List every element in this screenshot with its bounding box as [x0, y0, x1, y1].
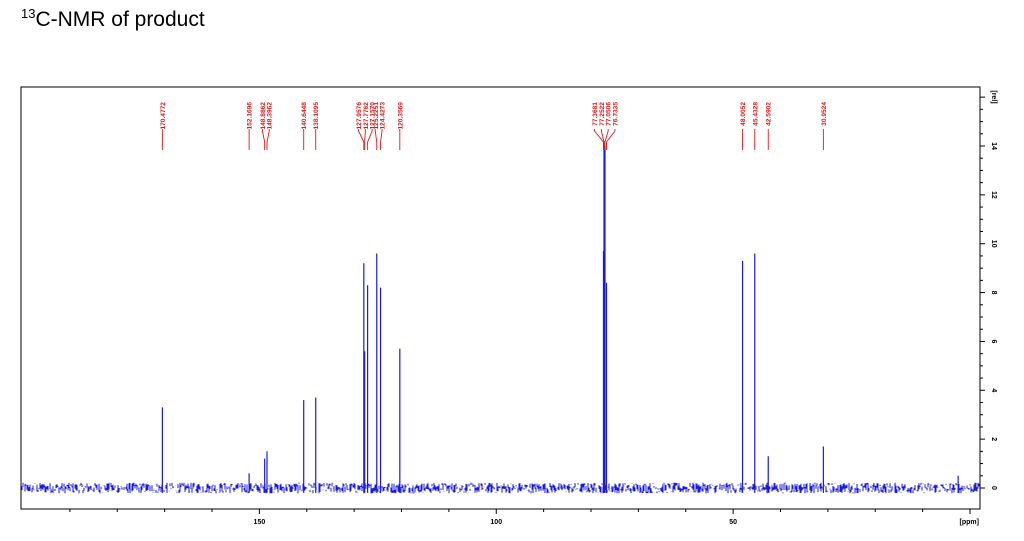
y-tick-label: 2 — [990, 437, 997, 441]
x-axis-label: [ppm] — [960, 519, 979, 526]
y-axis: 0 2 4 6 8 10 12 14 [rel] — [980, 90, 997, 490]
peak-leader-line — [374, 129, 378, 150]
peak-label: 76.7335 — [612, 102, 619, 126]
title-text: C-NMR of product — [35, 8, 205, 31]
y-tick-label: 10 — [990, 240, 997, 248]
peak-leader-line — [261, 129, 266, 150]
peak-leader-line — [604, 129, 609, 150]
peak-leader-line — [380, 129, 383, 150]
peak-label: 170.4772 — [160, 102, 167, 130]
peak-leader-line — [594, 129, 604, 150]
plot-frame — [20, 86, 981, 510]
peak-label: 45.4328 — [752, 102, 759, 126]
peak-label: 77.0506 — [606, 102, 613, 126]
peak-label: 77.3681 — [592, 102, 599, 126]
peak-label: 77.2522 — [599, 102, 606, 126]
peak-label: 138.1095 — [313, 102, 320, 130]
peak-label-layer: 170.4772 152.1696 148.8862 148.3962 140.6448… — [160, 102, 828, 150]
peak-leader-line — [367, 129, 373, 150]
peak-label: 120.3569 — [397, 102, 404, 130]
peak-label: 48.0052 — [740, 102, 747, 126]
baseline-noise — [21, 482, 980, 494]
peak-label: 127.9576 — [356, 102, 363, 130]
peak-layer — [161, 143, 959, 493]
x-tick-label: 100 — [490, 519, 502, 526]
peak-leader-line — [606, 129, 616, 150]
peak-label: 30.9524 — [821, 102, 828, 126]
peak-label: 124.4273 — [380, 102, 387, 130]
peak-label: 152.1696 — [247, 102, 254, 130]
peak-leader-line — [266, 129, 270, 150]
peak-label: 127.1570 — [370, 102, 377, 130]
x-tick-label: 50 — [729, 519, 737, 526]
peak-label: 140.6448 — [301, 102, 308, 130]
chart-title: 13C-NMR of product — [21, 6, 205, 32]
peak-label: 148.8862 — [260, 102, 267, 130]
title-superscript: 13 — [21, 6, 36, 21]
peak-label: 127.7762 — [363, 102, 370, 130]
x-tick-label: 150 — [254, 519, 266, 526]
y-tick-label: 0 — [990, 486, 997, 490]
y-tick-label: 6 — [990, 339, 997, 343]
peak-label: 148.3962 — [267, 102, 274, 130]
x-axis: 150 100 50 [ppm] — [69, 509, 979, 526]
y-tick-label: 14 — [990, 142, 997, 150]
y-axis-label: [rel] — [990, 90, 997, 103]
peak-label: 125.2251 — [373, 102, 380, 130]
peak-label: 42.5902 — [766, 102, 773, 126]
peak-leader-line — [600, 129, 605, 150]
spectrum-layer — [21, 482, 980, 494]
y-tick-label: 4 — [990, 388, 997, 392]
y-tick-label: 8 — [990, 291, 997, 295]
peak-leader-line — [358, 129, 365, 150]
peak-leader-line — [364, 129, 366, 150]
y-tick-label: 12 — [990, 191, 997, 199]
